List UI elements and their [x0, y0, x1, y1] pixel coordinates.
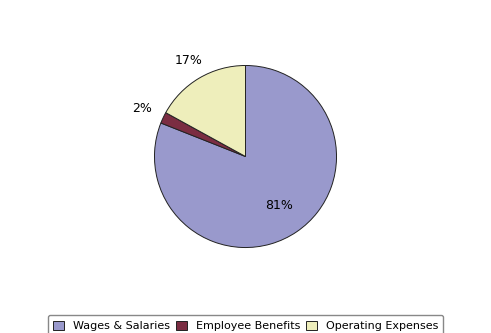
Wedge shape: [166, 66, 246, 157]
Wedge shape: [161, 113, 246, 157]
Text: 81%: 81%: [265, 199, 293, 212]
Text: 17%: 17%: [175, 54, 203, 67]
Wedge shape: [155, 66, 336, 247]
Text: 2%: 2%: [133, 102, 153, 115]
Legend: Wages & Salaries, Employee Benefits, Operating Expenses: Wages & Salaries, Employee Benefits, Ope…: [48, 315, 443, 333]
